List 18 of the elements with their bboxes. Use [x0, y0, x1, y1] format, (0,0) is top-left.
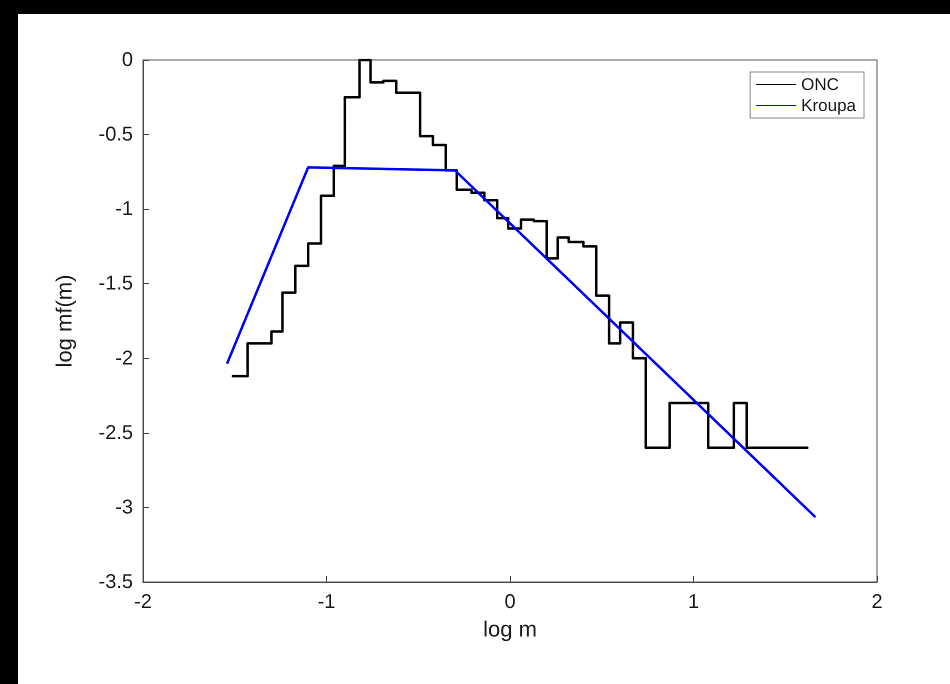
legend-label: Kroupa — [801, 96, 857, 115]
y-tick-label: -1.5 — [98, 272, 133, 295]
x-tick-label: 0 — [504, 591, 516, 613]
y-tick-label: -0.5 — [98, 124, 133, 146]
x-axis-title: log m — [483, 616, 537, 642]
y-tick-label: -1 — [115, 198, 133, 220]
y-axis-title: log mf(m) — [52, 274, 76, 368]
y-tick-label: -3 — [115, 496, 133, 518]
x-tick-label: 2 — [871, 591, 883, 613]
x-tick-label: -1 — [318, 591, 336, 613]
x-tick-label: -2 — [134, 591, 152, 613]
y-tick-label: 0 — [122, 49, 133, 71]
legend-label: ONC — [801, 75, 839, 94]
y-tick-label: -2 — [115, 347, 133, 370]
line-series — [226, 166, 816, 518]
y-tick-label: -2.5 — [98, 422, 133, 444]
x-tick-label: 1 — [688, 591, 700, 613]
y-tick-label: -3.5 — [98, 571, 133, 593]
